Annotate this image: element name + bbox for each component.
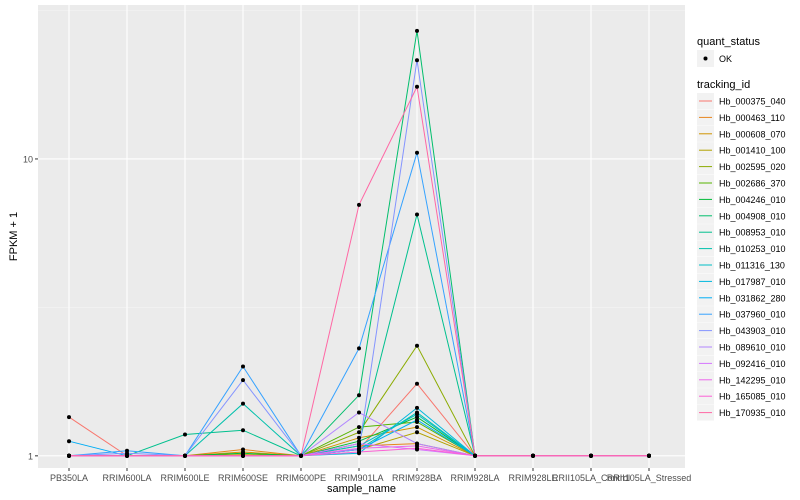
x-tick-label: RRII105LA_Control [552, 473, 630, 483]
data-point [125, 453, 129, 458]
legend-label-hb-002595-020: Hb_002595_020 [719, 162, 786, 172]
data-point [647, 453, 651, 458]
data-point [357, 441, 361, 446]
data-point [415, 212, 419, 217]
data-point [241, 428, 245, 433]
x-tick-label: RRIM600LA [102, 473, 151, 483]
y-tick-label: 10 [23, 154, 33, 164]
data-point [531, 453, 535, 458]
x-axis: PB350LA RRIM600LA RRIM600LE RRIM600SE RRIM60… [50, 468, 691, 483]
data-point [415, 425, 419, 430]
data-point [415, 150, 419, 155]
data-point [67, 415, 71, 420]
data-point [357, 410, 361, 415]
legend-label-hb-008953-010: Hb_008953_010 [719, 228, 786, 238]
x-tick-label: RRII105LA_Stressed [607, 473, 692, 483]
data-point [357, 202, 361, 207]
data-point [415, 58, 419, 63]
legend-label-hb-170935-010: Hb_170935_010 [719, 408, 786, 418]
legend-label-hb-037960-010: Hb_037960_010 [719, 310, 786, 320]
data-point [183, 453, 187, 458]
data-point [415, 405, 419, 410]
legend-label-hb-142295-010: Hb_142295_010 [719, 375, 786, 385]
legend-label-hb-031862-280: Hb_031862_280 [719, 293, 786, 303]
data-point [415, 84, 419, 89]
data-point [241, 378, 245, 383]
data-point [357, 435, 361, 440]
legend-label-ok: OK [719, 54, 732, 64]
data-point [473, 453, 477, 458]
data-point [357, 425, 361, 430]
y-axis: 1 10 [23, 154, 38, 461]
data-point [415, 412, 419, 417]
data-point [415, 418, 419, 422]
grid-lines [38, 5, 685, 468]
legend-label-hb-089610-010: Hb_089610_010 [719, 343, 786, 353]
data-point [241, 401, 245, 406]
data-point [241, 453, 245, 458]
data-point [415, 446, 419, 451]
data-points [67, 28, 651, 458]
legend-label-hb-017987-010: Hb_017987_010 [719, 277, 786, 287]
legend-label-hb-010253-010: Hb_010253_010 [719, 244, 786, 254]
data-point [415, 343, 419, 348]
legend-label-hb-165085-010: Hb_165085_010 [719, 392, 786, 402]
data-point [415, 430, 419, 435]
x-axis-title: sample_name [327, 483, 396, 495]
legend-title-quant-status: quant_status [697, 36, 760, 48]
data-point [415, 28, 419, 33]
data-point [67, 453, 71, 458]
y-axis-title: FPKM + 1 [8, 212, 20, 261]
x-tick-label: PB350LA [50, 473, 88, 483]
legend-label-hb-000608-070: Hb_000608_070 [719, 129, 786, 139]
y-tick-label: 1 [28, 451, 33, 461]
data-point [415, 415, 419, 420]
data-point [589, 453, 593, 458]
x-tick-label: RRIM928BA [392, 473, 442, 483]
legend-label-hb-000375-040: Hb_000375_040 [719, 97, 786, 107]
legend-label-hb-004246-010: Hb_004246_010 [719, 195, 786, 205]
legend-label-hb-001410-100: Hb_001410_100 [719, 146, 786, 156]
data-point [241, 364, 245, 369]
data-point [357, 446, 361, 451]
legend-label-hb-092416-010: Hb_092416_010 [719, 359, 786, 369]
x-tick-label: RRIM600LE [160, 473, 209, 483]
data-point [357, 450, 361, 454]
legend-label-hb-002686-370: Hb_002686_370 [719, 179, 786, 189]
legend-title-tracking-id: tracking_id [697, 79, 750, 91]
legend-label-hb-043903-010: Hb_043903_010 [719, 326, 786, 336]
legend-label-hb-004908-010: Hb_004908_010 [719, 211, 786, 221]
legend-label-hb-011316-130: Hb_011316_130 [719, 261, 785, 271]
data-point [357, 346, 361, 351]
x-tick-label: RRIM600PE [276, 473, 326, 483]
data-point [357, 430, 361, 435]
x-tick-label: RRIM928LE [508, 473, 557, 483]
legend-label-hb-000463-110: Hb_000463_110 [719, 113, 785, 123]
x-tick-label: RRIM901LA [334, 473, 383, 483]
data-point [415, 381, 419, 386]
x-tick-label: RRIM928LA [450, 473, 499, 483]
x-tick-label: RRIM600SE [218, 473, 268, 483]
data-point [67, 439, 71, 444]
data-point [183, 432, 187, 437]
data-point [299, 453, 303, 458]
plot-panel [38, 5, 685, 468]
data-point [357, 393, 361, 398]
legend: quant_status OK tracking_id Hb_000375_04… [697, 36, 786, 421]
legend-point-symbol [703, 56, 708, 61]
